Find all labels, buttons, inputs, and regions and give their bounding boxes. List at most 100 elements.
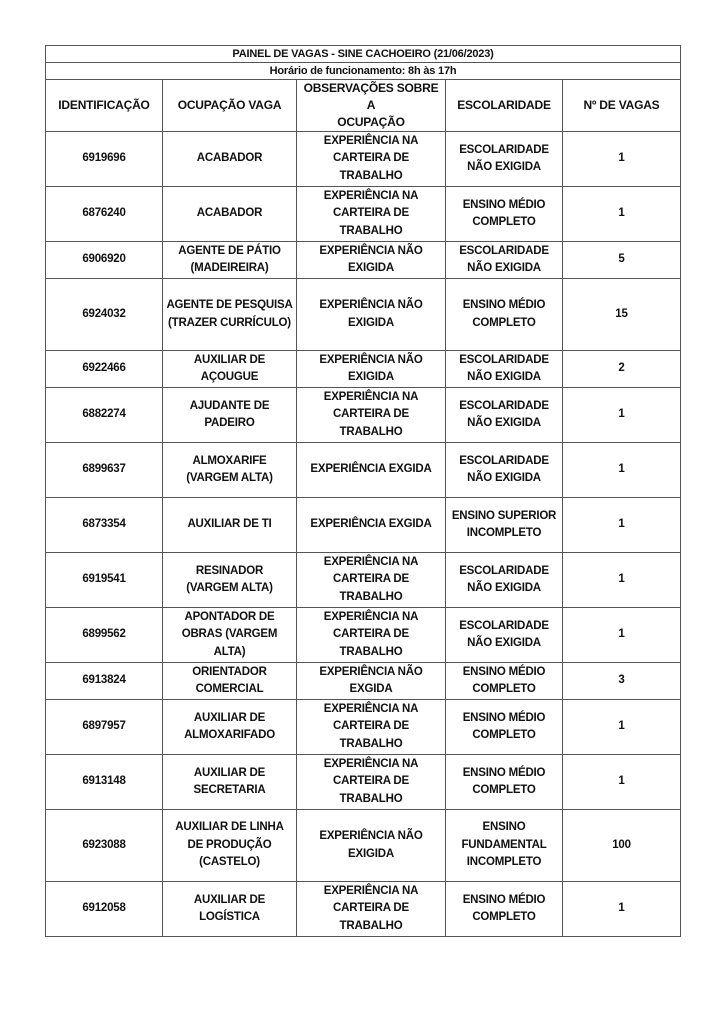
title-row: PAINEL DE VAGAS - SINE CACHOEIRO (21/06/… (44, 45, 682, 63)
cell-education: ENSINO MÉDIO COMPLETO (445, 881, 563, 937)
cell-id: 6897957 (45, 699, 163, 755)
cell-vacancies: 5 (561, 241, 682, 279)
column-header: Nº DE VAGAS (561, 79, 682, 132)
cell-occupation: AGENTE DE PÁTIO (MADEIREIRA) (162, 241, 297, 279)
table-row: 6906920 AGENTE DE PÁTIO (MADEIREIRA) EXPER… (45, 241, 682, 279)
cell-vacancies: 1 (561, 552, 682, 608)
cell-education: ESCOLARIDADE NÃO EXIGIDA (445, 387, 563, 443)
cell-id: 6912058 (45, 881, 163, 937)
table-row: 6897957 AUXILIAR DE ALMOXARIFADO EXPERIÊNC… (45, 699, 682, 755)
table-row: 6873354 AUXILIAR DE TI EXPERIÊNCIA EXGIDA E… (45, 497, 682, 553)
table-row: 6924032 AGENTE DE PESQUISA (TRAZER CURRÍC… (45, 278, 682, 351)
cell-id: 6876240 (45, 186, 163, 242)
table-row: 6923088 AUXILIAR DE LINHA DE PRODUÇÃO (CA… (45, 809, 682, 882)
cell-observations: EXPERIÊNCIA NÃO EXIGIDA (296, 241, 446, 279)
cell-observations: EXPERIÊNCIA NA CARTEIRA DE TRABALHO (296, 186, 446, 242)
cell-observations: EXPERIÊNCIA NÃO EXGIDA (296, 662, 446, 700)
column-header: OCUPAÇÃO VAGA (162, 79, 297, 132)
cell-occupation: AUXILIAR DE AÇOUGUE (162, 350, 297, 388)
cell-occupation: AJUDANTE DE PADEIRO (162, 387, 297, 443)
cell-id: 6899637 (45, 442, 163, 498)
cell-occupation: AUXILIAR DE TI (162, 497, 297, 553)
cell-vacancies: 1 (561, 881, 682, 937)
cell-education: ENSINO MÉDIO COMPLETO (445, 754, 563, 810)
table-row: 6899562 APONTADOR DE OBRAS (VARGEM ALTA) E… (45, 607, 682, 663)
cell-id: 6899562 (45, 607, 163, 663)
cell-observations: EXPERIÊNCIA NA CARTEIRA DE TRABALHO (296, 131, 446, 187)
cell-occupation: APONTADOR DE OBRAS (VARGEM ALTA) (162, 607, 297, 663)
table-row: 6912058 AUXILIAR DE LOGÍSTICA EXPERIÊNCIA … (45, 881, 682, 937)
cell-observations: EXPERIÊNCIA NÃO EXIGIDA (296, 350, 446, 388)
cell-observations: EXPERIÊNCIA NA CARTEIRA DE TRABALHO (296, 387, 446, 443)
cell-id: 6906920 (45, 241, 163, 279)
cell-id: 6924032 (45, 278, 163, 351)
cell-observations: EXPERIÊNCIA NA CARTEIRA DE TRABALHO (296, 754, 446, 810)
cell-education: ESCOLARIDADE NÃO EXIGIDA (445, 350, 563, 388)
cell-observations: EXPERIÊNCIA NÃO EXIGIDA (296, 809, 446, 882)
table-row: 6919696 ACABADOR EXPERIÊNCIA NA CARTEIRA D… (45, 131, 682, 187)
cell-vacancies: 1 (561, 607, 682, 663)
cell-education: ENSINO MÉDIO COMPLETO (445, 278, 563, 351)
cell-occupation: AUXILIAR DE ALMOXARIFADO (162, 699, 297, 755)
opening-hours: Horário de funcionamento: 8h às 17h (44, 62, 682, 80)
cell-education: ENSINO MÉDIO COMPLETO (445, 699, 563, 755)
column-header: ESCOLARIDADE (445, 79, 563, 132)
cell-vacancies: 1 (561, 754, 682, 810)
cell-education: ESCOLARIDADE NÃO EXIGIDA (445, 442, 563, 498)
cell-education: ENSINO SUPERIOR INCOMPLETO (445, 497, 563, 553)
cell-id: 6913824 (45, 662, 163, 700)
job-vacancies-table: PAINEL DE VAGAS - SINE CACHOEIRO (21/06/… (44, 45, 682, 937)
cell-education: ESCOLARIDADE NÃO EXIGIDA (445, 607, 563, 663)
cell-occupation: ACABADOR (162, 186, 297, 242)
cell-occupation: ORIENTADOR COMERCIAL (162, 662, 297, 700)
cell-education: ENSINO FUNDAMENTAL INCOMPLETO (445, 809, 563, 882)
cell-occupation: AGENTE DE PESQUISA (TRAZER CURRÍCULO) (162, 278, 297, 351)
cell-vacancies: 1 (561, 131, 682, 187)
table-title: PAINEL DE VAGAS - SINE CACHOEIRO (21/06/… (44, 45, 682, 63)
cell-observations: EXPERIÊNCIA NÃO EXIGIDA (296, 278, 446, 351)
cell-vacancies: 3 (561, 662, 682, 700)
cell-occupation: AUXILIAR DE LOGÍSTICA (162, 881, 297, 937)
cell-occupation: RESINADOR (VARGEM ALTA) (162, 552, 297, 608)
table-row: 6882274 AJUDANTE DE PADEIRO EXPERIÊNCIA NA… (45, 387, 682, 443)
header-row: IDENTIFICAÇÃO OCUPAÇÃO VAGA OBSERVAÇÕES … (45, 79, 682, 132)
cell-vacancies: 1 (561, 442, 682, 498)
cell-education: ENSINO MÉDIO COMPLETO (445, 186, 563, 242)
cell-id: 6913148 (45, 754, 163, 810)
cell-id: 6922466 (45, 350, 163, 388)
cell-education: ESCOLARIDADE NÃO EXIGIDA (445, 241, 563, 279)
cell-vacancies: 1 (561, 387, 682, 443)
table-row: 6899637 ALMOXARIFE (VARGEM ALTA) EXPERIÊNC… (45, 442, 682, 498)
cell-id: 6923088 (45, 809, 163, 882)
cell-id: 6919541 (45, 552, 163, 608)
cell-observations: EXPERIÊNCIA NA CARTEIRA DE TRABALHO (296, 881, 446, 937)
cell-vacancies: 1 (561, 699, 682, 755)
column-header: OBSERVAÇÕES SOBRE A OCUPAÇÃO (296, 79, 446, 132)
table-row: 6876240 ACABADOR EXPERIÊNCIA NA CARTEIRA D… (45, 186, 682, 242)
cell-id: 6919696 (45, 131, 163, 187)
cell-observations: EXPERIÊNCIA NA CARTEIRA DE TRABALHO (296, 699, 446, 755)
cell-occupation: ALMOXARIFE (VARGEM ALTA) (162, 442, 297, 498)
cell-education: ENSINO MÉDIO COMPLETO (445, 662, 563, 700)
cell-vacancies: 15 (561, 278, 682, 351)
cell-occupation: ACABADOR (162, 131, 297, 187)
cell-vacancies: 1 (561, 186, 682, 242)
cell-occupation: AUXILIAR DE LINHA DE PRODUÇÃO (CASTELO) (162, 809, 297, 882)
table-row: 6922466 AUXILIAR DE AÇOUGUE EXPERIÊNCIA NÃ… (45, 350, 682, 388)
table-row: 6919541 RESINADOR (VARGEM ALTA) EXPERIÊNCI… (45, 552, 682, 608)
cell-education: ESCOLARIDADE NÃO EXIGIDA (445, 552, 563, 608)
subtitle-row: Horário de funcionamento: 8h às 17h (44, 62, 682, 80)
cell-id: 6882274 (45, 387, 163, 443)
table-row: 6913824 ORIENTADOR COMERCIAL EXPERIÊNCIA N… (45, 662, 682, 700)
cell-education: ESCOLARIDADE NÃO EXIGIDA (445, 131, 563, 187)
column-header: IDENTIFICAÇÃO (45, 79, 163, 132)
cell-observations: EXPERIÊNCIA EXGIDA (296, 442, 446, 498)
cell-vacancies: 100 (561, 809, 682, 882)
cell-observations: EXPERIÊNCIA NA CARTEIRA DE TRABALHO (296, 607, 446, 663)
cell-occupation: AUXILIAR DE SECRETARIA (162, 754, 297, 810)
cell-observations: EXPERIÊNCIA NA CARTEIRA DE TRABALHO (296, 552, 446, 608)
cell-id: 6873354 (45, 497, 163, 553)
cell-observations: EXPERIÊNCIA EXGIDA (296, 497, 446, 553)
table-row: 6913148 AUXILIAR DE SECRETARIA EXPERIÊNCIA… (45, 754, 682, 810)
cell-vacancies: 2 (561, 350, 682, 388)
